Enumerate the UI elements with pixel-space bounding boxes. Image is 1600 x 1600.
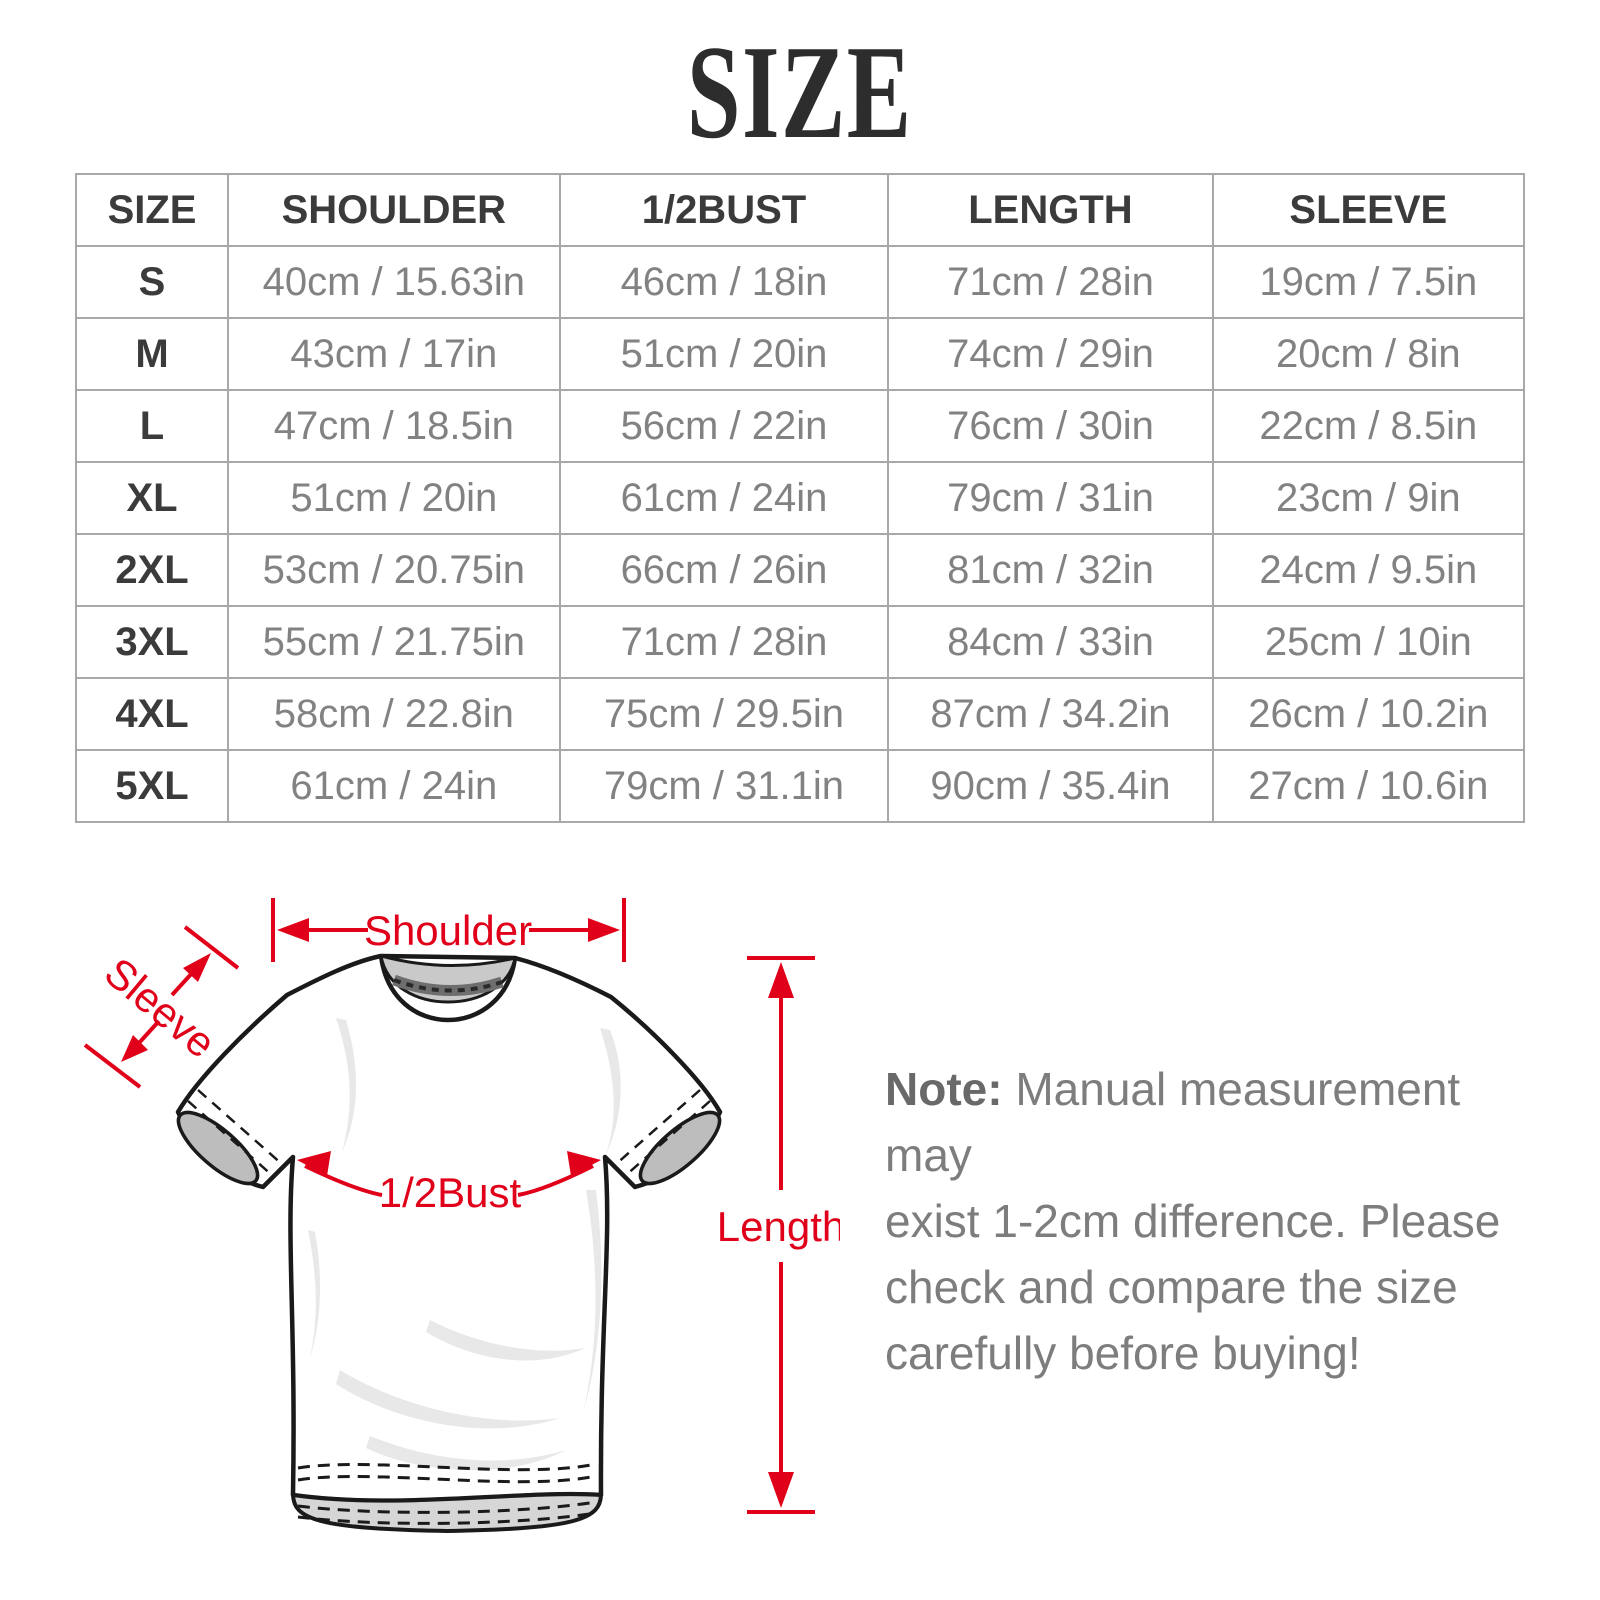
note-line: exist 1-2cm difference. Please — [885, 1195, 1501, 1247]
measurement-cell: 53cm / 20.75in — [227, 533, 561, 607]
page-title: SIZE — [687, 18, 913, 166]
size-cell: XL — [74, 461, 230, 535]
length-label: Length — [717, 1203, 840, 1250]
header-size: SIZE — [74, 173, 230, 247]
bust-dimension-arrow — [297, 1151, 601, 1197]
measurement-cell: 51cm / 20in — [558, 317, 890, 391]
measurement-cell: 61cm / 24in — [558, 461, 890, 535]
size-cell: 4XL — [74, 677, 230, 751]
table-row: 3XL 55cm / 21.75in 71cm / 28in 84cm / 33… — [74, 605, 1526, 679]
header-length: LENGTH — [887, 173, 1214, 247]
table-row: 4XL 58cm / 22.8in 75cm / 29.5in 87cm / 3… — [74, 677, 1526, 751]
shoulder-label: Shoulder — [364, 907, 532, 954]
measurement-cell: 47cm / 18.5in — [227, 389, 561, 463]
measurement-cell: 56cm / 22in — [558, 389, 890, 463]
measurement-cell: 58cm / 22.8in — [227, 677, 561, 751]
note-line: check and compare the size — [885, 1261, 1458, 1313]
size-cell: 3XL — [74, 605, 230, 679]
table-row: L 47cm / 18.5in 56cm / 22in 76cm / 30in … — [74, 389, 1526, 463]
sleeve-label: Sleeve — [96, 948, 225, 1067]
measurement-cell: 26cm / 10.2in — [1211, 677, 1526, 751]
size-cell: M — [74, 317, 230, 391]
measurement-cell: 66cm / 26in — [558, 533, 890, 607]
measurement-cell: 51cm / 20in — [227, 461, 561, 535]
header-halfbust: 1/2BUST — [558, 173, 890, 247]
table-header-row: SIZE SHOULDER 1/2BUST LENGTH SLEEVE — [74, 173, 1526, 247]
shoulder-dimension-arrow — [271, 898, 626, 962]
size-cell: S — [74, 245, 230, 319]
measurement-cell: 23cm / 9in — [1211, 461, 1526, 535]
page-title-wrap: SIZE — [0, 22, 1600, 162]
measurement-cell: 79cm / 31.1in — [558, 749, 890, 823]
table-row: M 43cm / 17in 51cm / 20in 74cm / 29in 20… — [74, 317, 1526, 391]
measurement-cell: 76cm / 30in — [887, 389, 1214, 463]
note-line: Note: Manual measurement may — [885, 1063, 1461, 1181]
measurement-cell: 75cm / 29.5in — [558, 677, 890, 751]
measurement-cell: 55cm / 21.75in — [227, 605, 561, 679]
table-row: 5XL 61cm / 24in 79cm / 31.1in 90cm / 35.… — [74, 749, 1526, 823]
note-label: Note: — [885, 1063, 1003, 1115]
measurement-cell: 90cm / 35.4in — [887, 749, 1214, 823]
measurement-cell: 74cm / 29in — [887, 317, 1214, 391]
table-row: XL 51cm / 20in 61cm / 24in 79cm / 31in 2… — [74, 461, 1526, 535]
tshirt-measurement-diagram: Shoulder Sleeve 1/2Bust Leng — [83, 898, 840, 1534]
header-sleeve: SLEEVE — [1211, 173, 1526, 247]
measurement-cell: 19cm / 7.5in — [1211, 245, 1526, 319]
sleeve-cuffs — [176, 1089, 722, 1186]
measurement-cell: 27cm / 10.6in — [1211, 749, 1526, 823]
length-dimension-arrow — [747, 956, 815, 1514]
hem-band — [290, 1462, 604, 1534]
measurement-cell: 87cm / 34.2in — [887, 677, 1214, 751]
measurement-cell: 71cm / 28in — [887, 245, 1214, 319]
measurement-cell: 43cm / 17in — [227, 317, 561, 391]
header-shoulder: SHOULDER — [227, 173, 561, 247]
measurement-cell: 61cm / 24in — [227, 749, 561, 823]
measurement-cell: 22cm / 8.5in — [1211, 389, 1526, 463]
size-cell: 5XL — [74, 749, 230, 823]
measurement-cell: 46cm / 18in — [558, 245, 890, 319]
measurement-note: Note: Manual measurement may exist 1-2cm… — [885, 1056, 1545, 1386]
collar — [378, 953, 518, 1023]
half-bust-label: 1/2Bust — [379, 1169, 522, 1216]
size-table: SIZE SHOULDER 1/2BUST LENGTH SLEEVE S 40… — [74, 173, 1526, 823]
measurement-cell: 20cm / 8in — [1211, 317, 1526, 391]
sleeve-dimension-arrow — [83, 925, 240, 1089]
measurement-cell: 81cm / 32in — [887, 533, 1214, 607]
note-line: carefully before buying! — [885, 1327, 1361, 1379]
table-row: 2XL 53cm / 20.75in 66cm / 26in 81cm / 32… — [74, 533, 1526, 607]
size-cell: 2XL — [74, 533, 230, 607]
wrinkle-shading — [308, 1018, 621, 1471]
measurement-cell: 40cm / 15.63in — [227, 245, 561, 319]
measurement-cell: 84cm / 33in — [887, 605, 1214, 679]
measurement-cell: 25cm / 10in — [1211, 605, 1526, 679]
table-row: S 40cm / 15.63in 46cm / 18in 71cm / 28in… — [74, 245, 1526, 319]
size-cell: L — [74, 389, 230, 463]
measurement-cell: 24cm / 9.5in — [1211, 533, 1526, 607]
measurement-cell: 79cm / 31in — [887, 461, 1214, 535]
measurement-cell: 71cm / 28in — [558, 605, 890, 679]
